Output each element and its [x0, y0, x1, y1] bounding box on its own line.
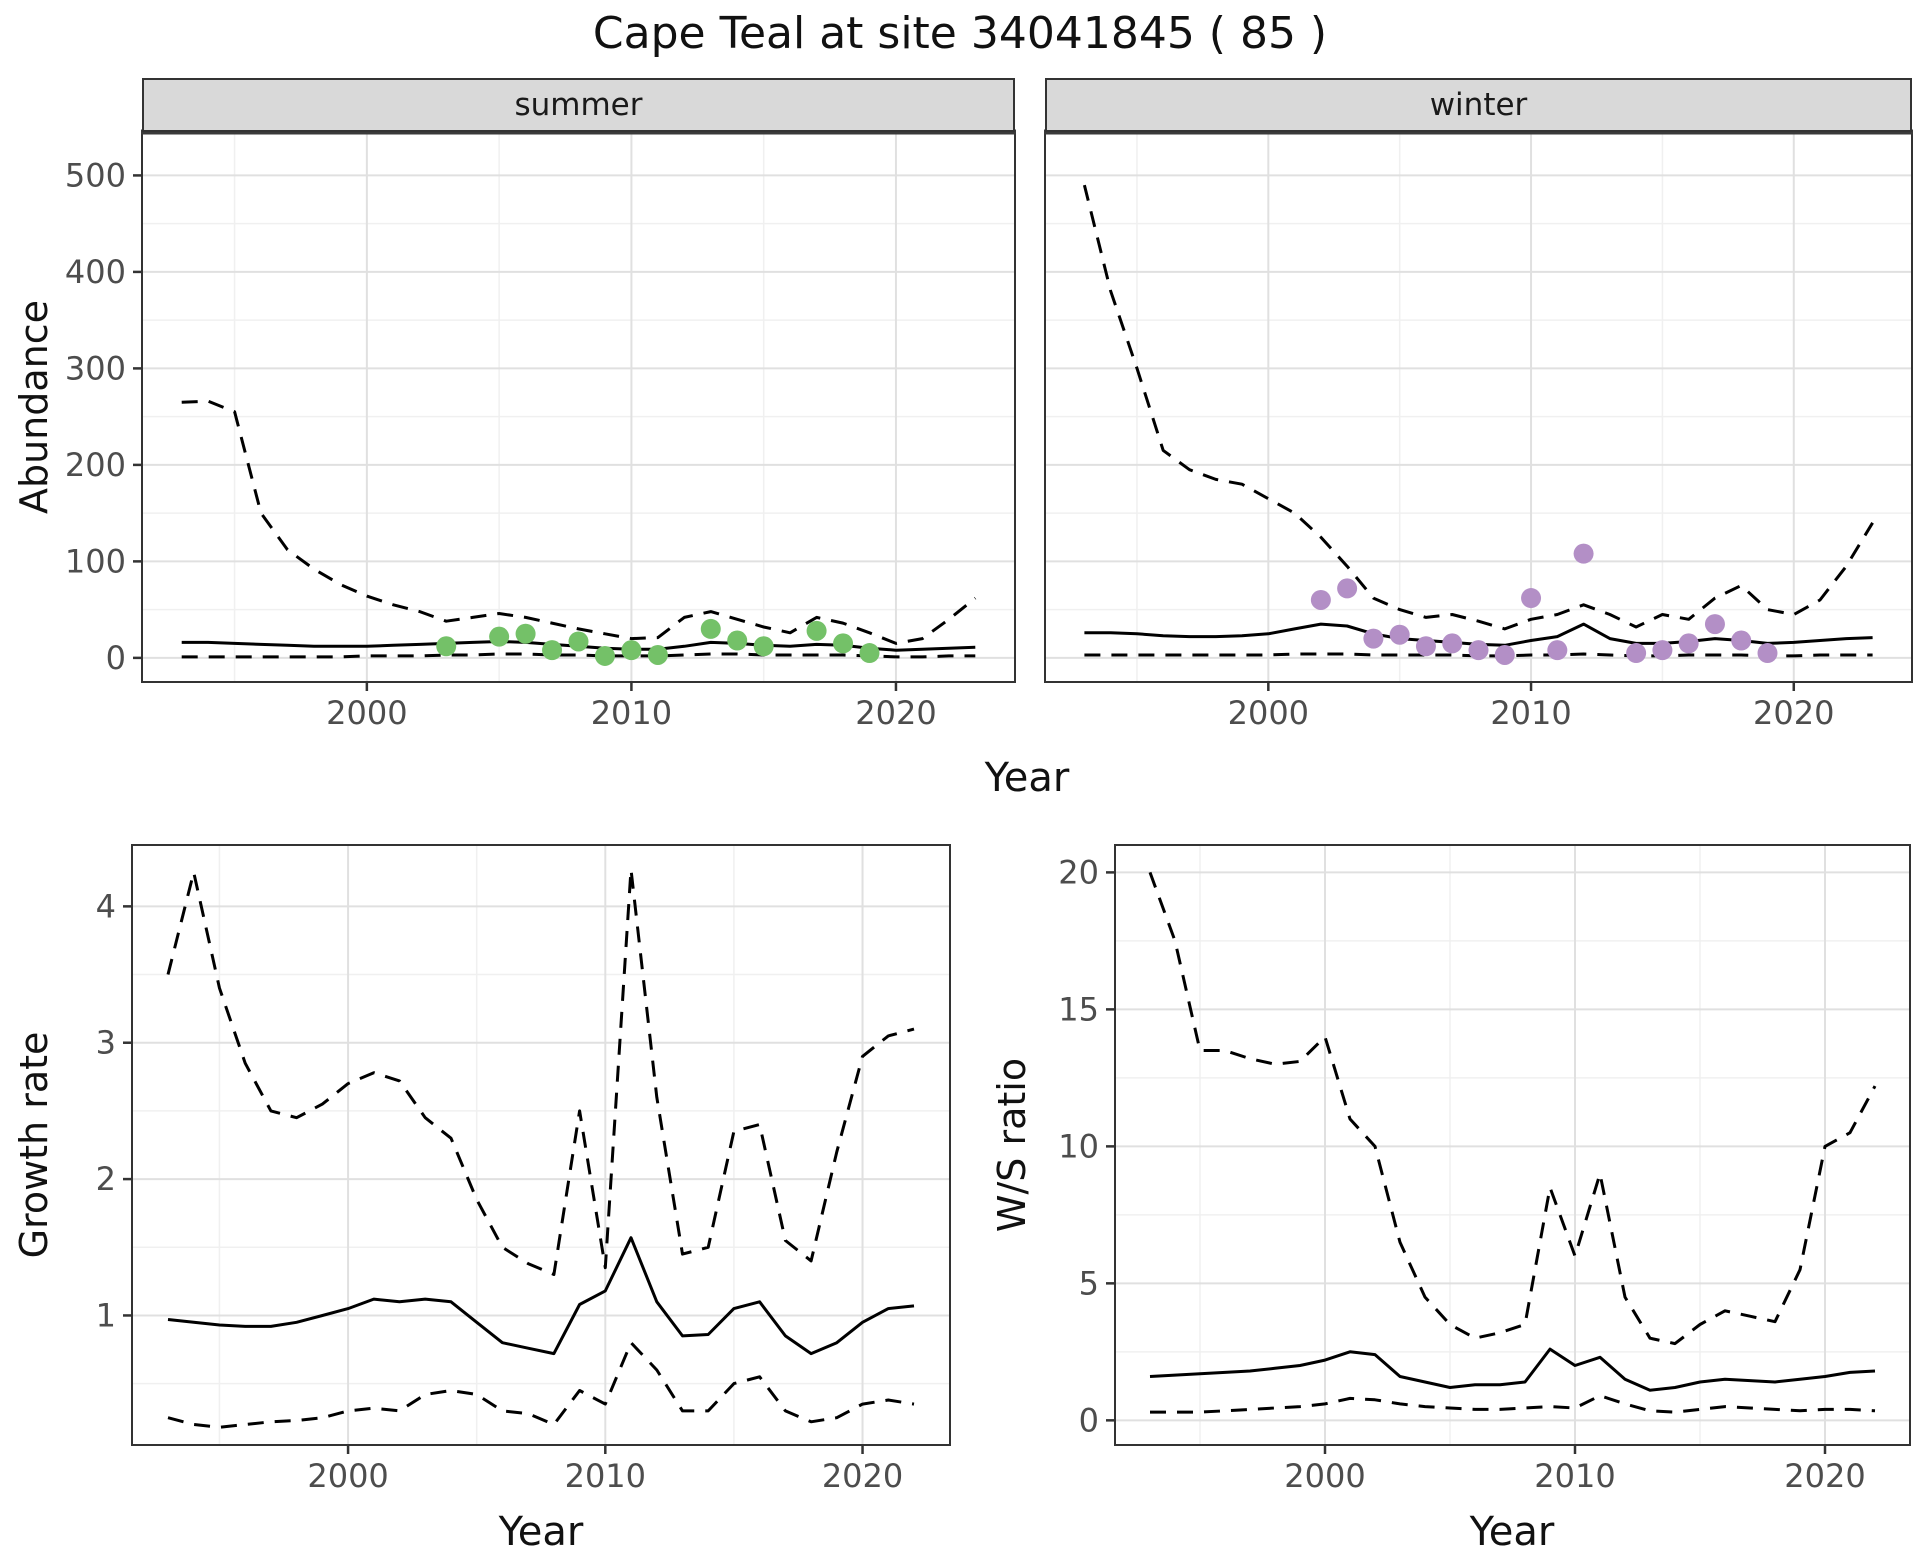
svg-text:3: 3 [96, 1024, 116, 1062]
svg-text:2020: 2020 [855, 694, 936, 732]
svg-text:400: 400 [65, 253, 126, 291]
svg-text:2010: 2010 [1490, 694, 1571, 732]
facet-strip-summer: summer [142, 78, 1015, 132]
svg-text:5: 5 [1079, 1264, 1099, 1302]
growth-rate-axis-title: Growth rate [12, 1031, 56, 1259]
ws-ratio-axis-title: W/S ratio [990, 1057, 1034, 1233]
facet-strip-winter: winter [1045, 78, 1912, 132]
svg-text:2010: 2010 [591, 694, 672, 732]
svg-text:2000: 2000 [307, 1457, 388, 1495]
svg-text:2000: 2000 [1228, 694, 1309, 732]
svg-text:300: 300 [65, 349, 126, 387]
svg-text:2000: 2000 [326, 694, 407, 732]
svg-text:4: 4 [96, 887, 116, 925]
svg-text:2020: 2020 [1753, 694, 1834, 732]
svg-text:15: 15 [1058, 990, 1099, 1028]
svg-text:200: 200 [65, 446, 126, 484]
svg-text:100: 100 [65, 542, 126, 580]
abundance-axis-title: Abundance [12, 299, 56, 515]
svg-text:2020: 2020 [1784, 1457, 1865, 1495]
svg-text:2000: 2000 [1284, 1457, 1365, 1495]
year-axis-title-top: Year [984, 755, 1070, 801]
year-axis-title-growth: Year [498, 1509, 584, 1555]
svg-text:2010: 2010 [1534, 1457, 1615, 1495]
svg-text:2020: 2020 [822, 1457, 903, 1495]
svg-text:2: 2 [96, 1160, 116, 1198]
svg-text:20: 20 [1058, 853, 1099, 891]
svg-text:0: 0 [106, 639, 126, 677]
svg-text:500: 500 [65, 156, 126, 194]
svg-text:2010: 2010 [565, 1457, 646, 1495]
svg-text:0: 0 [1079, 1401, 1099, 1439]
svg-text:1: 1 [96, 1296, 116, 1334]
year-axis-title-ws: Year [1469, 1509, 1555, 1555]
svg-text:10: 10 [1058, 1127, 1099, 1165]
figure-title: Cape Teal at site 34041845 ( 85 ) [592, 8, 1328, 59]
